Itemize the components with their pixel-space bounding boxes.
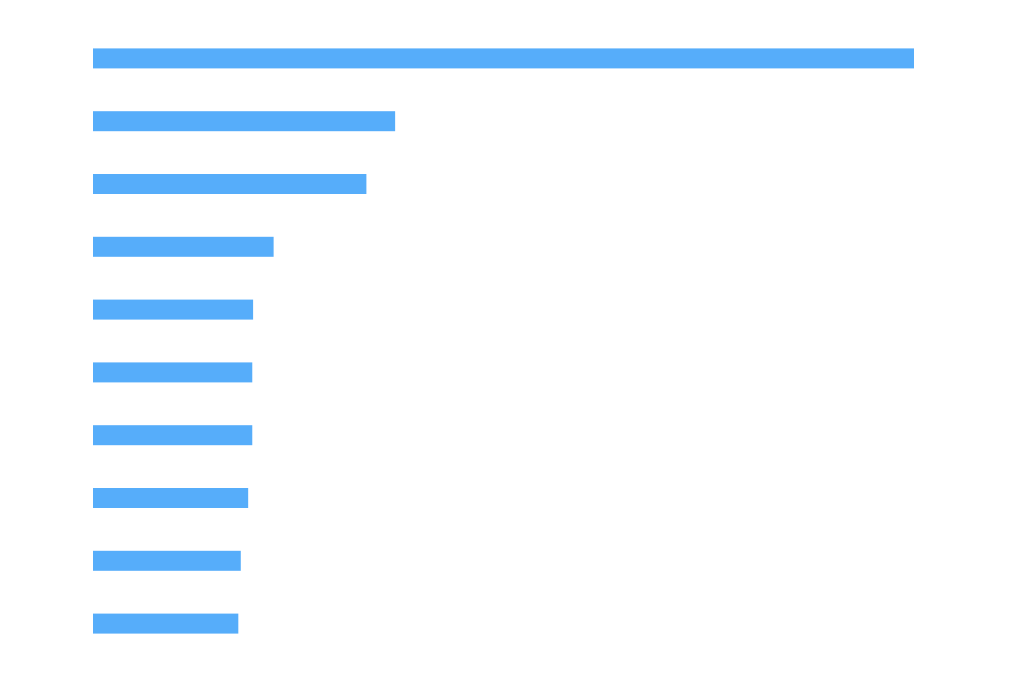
bar: [93, 111, 396, 132]
bar: [93, 299, 254, 320]
bar: [93, 613, 239, 634]
bar: [93, 425, 253, 446]
bar: [93, 362, 253, 383]
bar: [93, 48, 914, 69]
bar: [93, 236, 274, 257]
bar: [93, 488, 249, 508]
bar: [93, 174, 367, 194]
bar: [93, 550, 241, 571]
